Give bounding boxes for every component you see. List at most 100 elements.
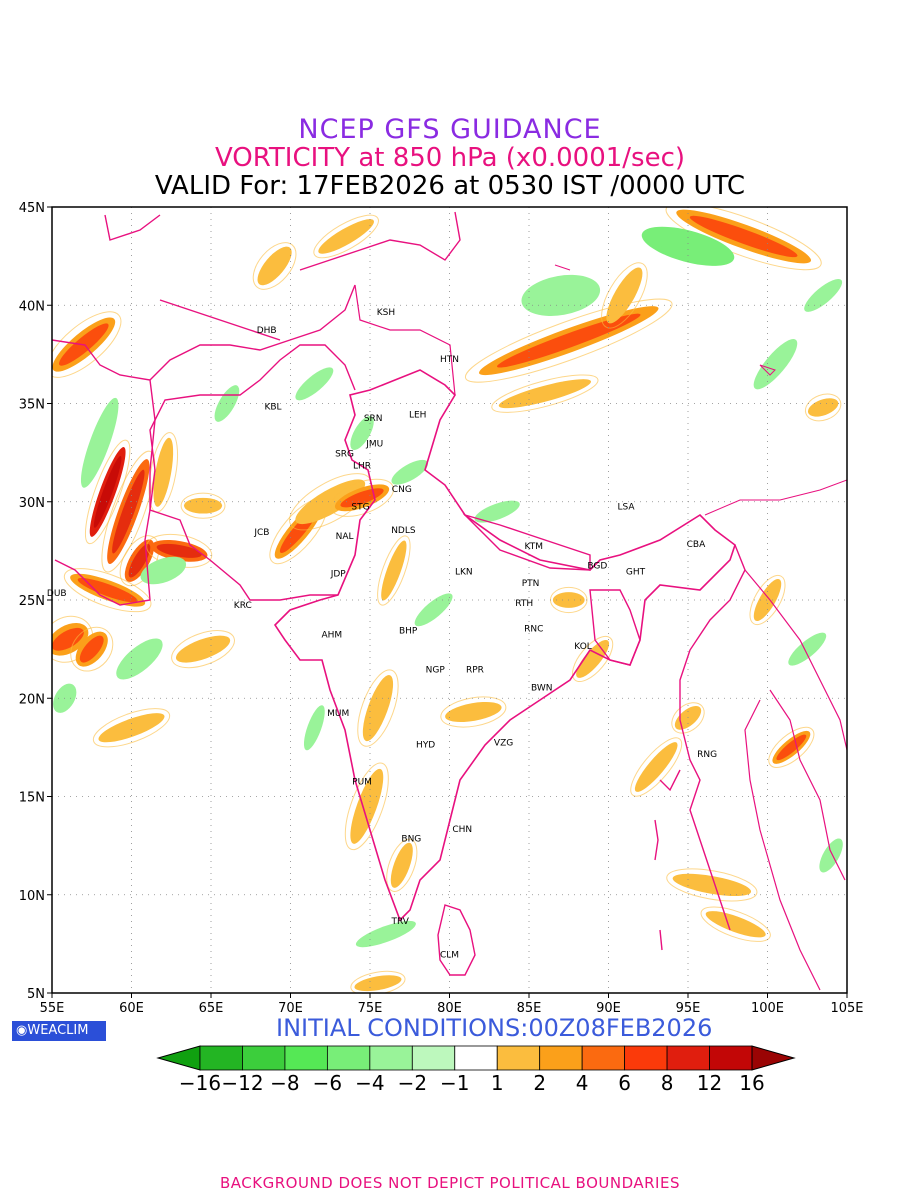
vorticity-blob [295, 479, 366, 525]
vorticity-blob [807, 398, 839, 417]
vorticity-blob [381, 540, 407, 601]
lon-tick-label: 65E [199, 1001, 224, 1016]
vorticity-core [93, 456, 122, 528]
station-pum: PUM [352, 778, 372, 788]
vorticity-blob [355, 920, 416, 948]
china-east [554, 264, 847, 516]
colorbar-label: −1 [440, 1071, 469, 1095]
vorticity-blob [295, 367, 334, 401]
vorticity-core [651, 232, 725, 260]
colorbar-box [666, 1045, 710, 1071]
axis-ticks: 55E 60E 65E 70E 75E 80E 85E 90E 95E 100E 105E 45N 40… [19, 201, 864, 1016]
lat-lon-grid [52, 207, 847, 993]
vorticity-blob [414, 593, 453, 627]
boundary-lines [52, 211, 847, 991]
vorticity-blob [303, 705, 325, 751]
vorticity-blob [672, 873, 752, 897]
station-ktm: KTM [525, 542, 543, 552]
colorbar: −16 −12 −8 −6 −4 −2 −1 1 2 4 6 8 12 16 [156, 1045, 796, 1095]
vorticity-blob [819, 838, 843, 873]
vorticity-field [52, 207, 843, 993]
vorticity-halo [101, 450, 156, 573]
vorticity-blob [257, 246, 292, 286]
bangladesh-outline [589, 589, 641, 666]
lat-tick-label: 20N [19, 692, 45, 707]
station-jdp: JDP [330, 569, 347, 579]
vorticity-core [52, 627, 84, 651]
station-cng: CNG [392, 485, 412, 495]
lat-tick-label: 35N [19, 398, 45, 413]
vorticity-halo [92, 708, 171, 748]
iran-outline [52, 339, 156, 606]
weaclim-logo: ◉WEACLIM [12, 1021, 106, 1041]
station-vzg: VZG [494, 738, 513, 748]
vorticity-halo [749, 574, 786, 626]
colorbar-label: −16 [179, 1071, 221, 1095]
station-bwn: BWN [531, 683, 553, 693]
vorticity-blob [788, 632, 827, 666]
station-htn: HTN [440, 355, 459, 365]
vorticity-blob [362, 675, 394, 742]
vorticity-halo [440, 696, 507, 728]
colorbar-box [199, 1045, 243, 1071]
colorbar-box [326, 1045, 371, 1071]
station-clm: CLM [440, 951, 459, 961]
lat-tick-label: 5N [27, 987, 45, 1002]
map-subtitle: VORTICITY at 850 hPa (x0.0001/sec) [214, 143, 686, 173]
station-ahm: AHM [321, 630, 342, 640]
lon-tick-label: 105E [830, 1001, 863, 1016]
colorbar-box [581, 1045, 626, 1071]
colorbar-label: −4 [355, 1071, 384, 1095]
vorticity-halo [313, 214, 379, 259]
station-jcb: JCB [253, 528, 269, 538]
colorbar-left-arrow [156, 1045, 201, 1071]
vorticity-core [156, 543, 202, 558]
vorticity-core [689, 215, 798, 258]
colorbar-label: 1 [491, 1071, 504, 1095]
vorticity-blob [153, 437, 174, 507]
vorticity-core [77, 577, 138, 603]
station-lkn: LKN [455, 567, 473, 577]
vorticity-halo [700, 906, 771, 942]
station-lsa: LSA [617, 503, 635, 513]
lat-tick-label: 30N [19, 496, 45, 511]
vorticity-halo [630, 737, 683, 797]
lon-tick-label: 55E [40, 1001, 65, 1016]
colorbar-label: −2 [398, 1071, 427, 1095]
colorbar-box [454, 1045, 498, 1071]
vorticity-blob [753, 339, 798, 390]
vorticity-halo [252, 242, 297, 290]
lon-tick-label: 95E [676, 1001, 701, 1016]
colorbar-box [369, 1045, 413, 1071]
vorticity-halo [171, 630, 235, 669]
colorbar-label: 8 [661, 1071, 674, 1095]
station-bhp: BHP [399, 626, 418, 636]
vorticity-blob [498, 379, 592, 409]
vorticity-blob [606, 267, 643, 324]
vorticity-blob [804, 278, 843, 312]
vorticity-halo [804, 393, 842, 422]
vorticity-halo [330, 478, 394, 517]
colorbar-box [709, 1045, 753, 1071]
vorticity-halo [63, 568, 152, 613]
lat-tick-label: 45N [19, 201, 45, 216]
lat-tick-label: 10N [19, 889, 45, 904]
station-dub: DUB [47, 589, 67, 599]
station-lhr: LHR [353, 461, 371, 471]
vorticity-blob [140, 556, 187, 585]
vorticity-core [128, 543, 151, 578]
vorticity-core [79, 635, 104, 663]
vorticity-blob [80, 397, 119, 488]
vorticity-core [496, 313, 641, 368]
vorticity-blob [116, 638, 163, 680]
vorticity-blob [318, 219, 374, 254]
vorticity-blob [634, 742, 678, 792]
vorticity-blob [390, 842, 413, 888]
station-ngp: NGP [426, 666, 446, 676]
colorbar-box [624, 1045, 668, 1071]
vorticity-blob [354, 975, 402, 992]
colorbar-box [539, 1045, 583, 1071]
china-tibet [354, 284, 456, 396]
